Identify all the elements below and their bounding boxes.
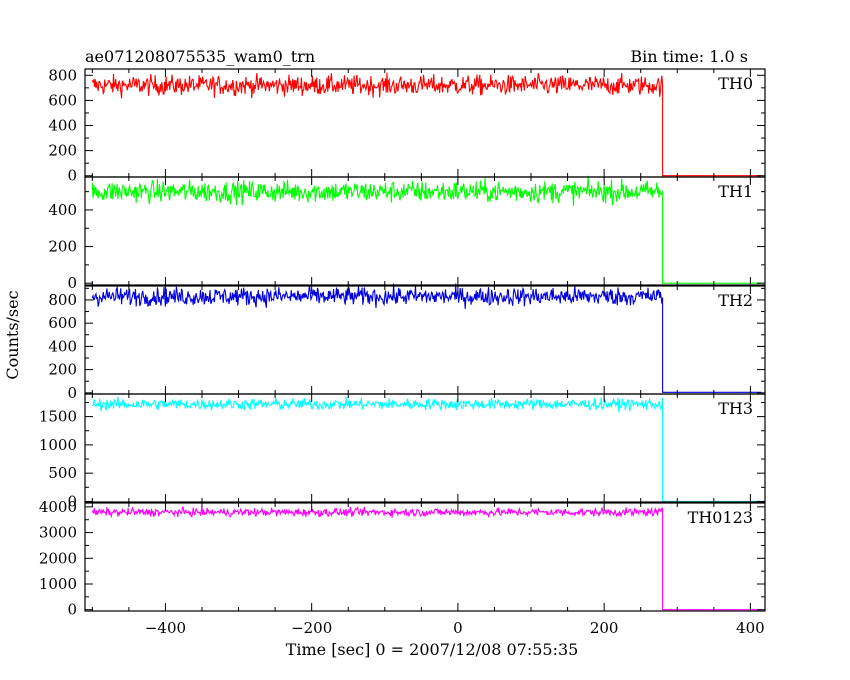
y-tick-label: 600 xyxy=(48,314,77,332)
panel-label-th3: TH3 xyxy=(718,399,753,418)
series-line-th2 xyxy=(91,283,762,393)
x-tick-label: −200 xyxy=(291,619,332,637)
y-tick-label: 0 xyxy=(67,601,77,619)
series-line-th0 xyxy=(91,72,762,177)
panel-label-th2: TH2 xyxy=(718,291,753,310)
x-tick-label: −400 xyxy=(145,619,186,637)
y-tick-label: 600 xyxy=(48,91,77,109)
y-tick-label: 400 xyxy=(48,201,77,219)
y-tick-label: 1000 xyxy=(39,436,77,454)
y-tick-label: 1500 xyxy=(39,408,77,426)
x-tick-label: 200 xyxy=(590,619,619,637)
series-line-th3 xyxy=(91,396,762,502)
y-tick-label: 200 xyxy=(48,238,77,256)
y-tick-label: 4000 xyxy=(39,498,77,516)
panels-group: 0 200 400 600 800 TH0 0 200 400 TH1 0 200 400 600 800 T… xyxy=(39,66,766,637)
panel-frame-th3 xyxy=(84,393,766,503)
x-tick-label: 400 xyxy=(736,619,765,637)
y-tick-label: 0 xyxy=(67,274,77,292)
y-tick-label: 800 xyxy=(48,66,77,84)
y-tick-label: 3000 xyxy=(39,524,77,542)
panel-frame-th1 xyxy=(84,176,766,286)
y-tick-label: 1000 xyxy=(39,575,77,593)
y-tick-label: 0 xyxy=(67,167,77,185)
panel-label-th1: TH1 xyxy=(718,182,753,201)
x-tick-label: 0 xyxy=(453,619,463,637)
series-line-th1 xyxy=(91,175,762,284)
chart-title: ae071208075535_wam0_trn xyxy=(85,47,315,66)
panel-frame-th0123 xyxy=(84,502,766,612)
panel-label-th0123: TH0123 xyxy=(688,508,753,527)
y-tick-label: 0 xyxy=(67,384,77,402)
chart-subtitle: Bin time: 1.0 s xyxy=(630,47,748,66)
y-tick-label: 200 xyxy=(48,142,77,160)
y-tick-label: 400 xyxy=(48,117,77,135)
y-tick-label: 400 xyxy=(48,337,77,355)
panel-label-th0: TH0 xyxy=(718,74,753,93)
y-tick-label: 200 xyxy=(48,361,77,379)
y-tick-label: 500 xyxy=(48,464,77,482)
y-tick-label: 2000 xyxy=(39,549,77,567)
series-line-th0123 xyxy=(91,506,762,611)
x-axis-label: Time [sec] 0 = 2007/12/08 07:55:35 xyxy=(286,640,579,659)
y-tick-label: 800 xyxy=(48,291,77,309)
y-tick-label: 0 xyxy=(67,492,77,510)
y-axis-label: Counts/sec xyxy=(3,290,22,379)
